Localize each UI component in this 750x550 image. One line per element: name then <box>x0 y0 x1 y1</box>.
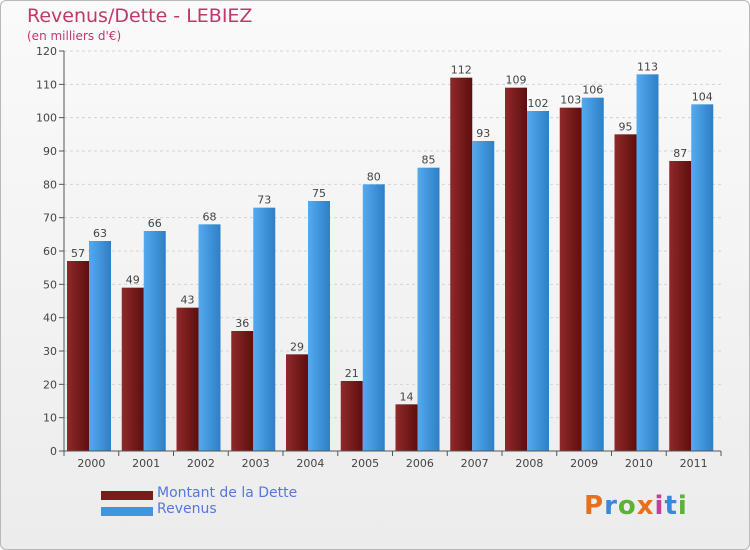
revenue-value-label: 106 <box>582 84 603 97</box>
debt-bar <box>121 287 144 451</box>
revenue-value-label: 93 <box>476 127 490 140</box>
x-tick-label: 2000 <box>77 457 105 470</box>
x-tick-label: 2003 <box>242 457 270 470</box>
proxiti-logo: Proxiti <box>584 491 688 521</box>
bars-layer <box>67 74 714 452</box>
debt-value-label: 36 <box>235 317 249 330</box>
revenue-value-label: 73 <box>257 194 271 207</box>
revenue-bar <box>253 207 276 451</box>
debt-value-label: 21 <box>345 367 359 380</box>
y-tick-label: 30 <box>43 345 57 358</box>
x-tick-label: 2004 <box>296 457 324 470</box>
debt-bar <box>614 134 637 452</box>
debt-value-label: 14 <box>400 390 414 403</box>
revenue-value-label: 80 <box>367 170 381 183</box>
chart-title: Revenus/Dette - LEBIEZ <box>27 5 253 27</box>
y-tick-label: 0 <box>50 445 57 458</box>
y-tick-label: 40 <box>43 312 57 325</box>
bar-chart: 0 10 20 30 40 50 60 70 80 90 100 110 120 57 63 2000 49 66… <box>36 45 722 470</box>
revenue-bar <box>472 141 495 451</box>
y-tick-label: 110 <box>36 78 57 91</box>
revenue-bar <box>581 97 604 452</box>
revenue-bar <box>691 104 714 451</box>
y-tick-label: 20 <box>43 378 57 391</box>
chart-subtitle: (en milliers d'€) <box>27 29 122 43</box>
revenue-value-label: 68 <box>203 210 217 223</box>
legend-label-debt: Montant de la Dette <box>157 485 298 501</box>
y-tick-label: 60 <box>43 245 57 258</box>
y-tick-label: 90 <box>43 145 57 158</box>
debt-value-label: 57 <box>71 247 85 260</box>
debt-bar <box>67 261 89 451</box>
revenue-bar <box>198 224 221 451</box>
legend-swatch-debt <box>101 491 153 500</box>
x-tick-label: 2001 <box>132 457 160 470</box>
x-tick-label: 2009 <box>570 457 598 470</box>
revenue-value-label: 113 <box>637 60 658 73</box>
debt-bar <box>340 381 363 451</box>
debt-bar <box>505 87 527 452</box>
debt-bar <box>450 77 473 452</box>
x-tick-label: 2002 <box>187 457 215 470</box>
y-tick-label: 80 <box>43 178 57 191</box>
axes-layer <box>59 50 722 456</box>
y-tick-label: 100 <box>36 112 57 125</box>
revenue-bar <box>143 231 166 451</box>
y-tick-label: 70 <box>43 212 57 225</box>
debt-bar <box>176 307 199 451</box>
y-tick-label: 10 <box>43 412 57 425</box>
x-tick-label: 2011 <box>680 457 708 470</box>
revenue-value-label: 85 <box>422 154 436 167</box>
revenue-value-label: 104 <box>692 90 713 103</box>
debt-value-label: 112 <box>451 64 472 77</box>
debt-value-label: 29 <box>290 340 304 353</box>
debt-value-label: 87 <box>673 147 687 160</box>
debt-bar <box>669 161 692 451</box>
x-tick-label: 2010 <box>625 457 653 470</box>
revenue-bar <box>636 74 659 451</box>
legend-label-revenue: Revenus <box>157 501 217 517</box>
revenue-bar <box>417 167 440 451</box>
debt-bar <box>286 354 308 451</box>
revenue-value-label: 66 <box>148 217 162 230</box>
revenue-value-label: 63 <box>93 227 107 240</box>
debt-value-label: 43 <box>181 294 195 307</box>
revenue-bar <box>527 111 549 451</box>
x-tick-label: 2007 <box>461 457 489 470</box>
revenue-bar <box>362 184 385 452</box>
legend-swatch-revenue <box>101 507 153 516</box>
x-tick-label: 2006 <box>406 457 434 470</box>
debt-bar <box>231 331 254 451</box>
debt-value-label: 49 <box>126 274 140 287</box>
debt-value-label: 95 <box>619 120 633 133</box>
revenue-bar <box>308 201 330 451</box>
debt-bar <box>395 404 418 451</box>
revenue-bar <box>89 241 111 451</box>
debt-value-label: 109 <box>506 74 527 87</box>
debt-value-label: 103 <box>560 94 581 107</box>
y-tick-label: 50 <box>43 278 57 291</box>
revenue-value-label: 102 <box>528 97 549 110</box>
grid-layer <box>64 50 721 452</box>
y-tick-label: 120 <box>36 45 57 58</box>
revenue-value-label: 75 <box>312 187 326 200</box>
debt-bar <box>559 107 582 452</box>
x-tick-label: 2005 <box>351 457 379 470</box>
labels-layer: 0 10 20 30 40 50 60 70 80 90 100 110 120 57 63 2000 49 66… <box>36 45 713 470</box>
x-tick-label: 2008 <box>515 457 543 470</box>
